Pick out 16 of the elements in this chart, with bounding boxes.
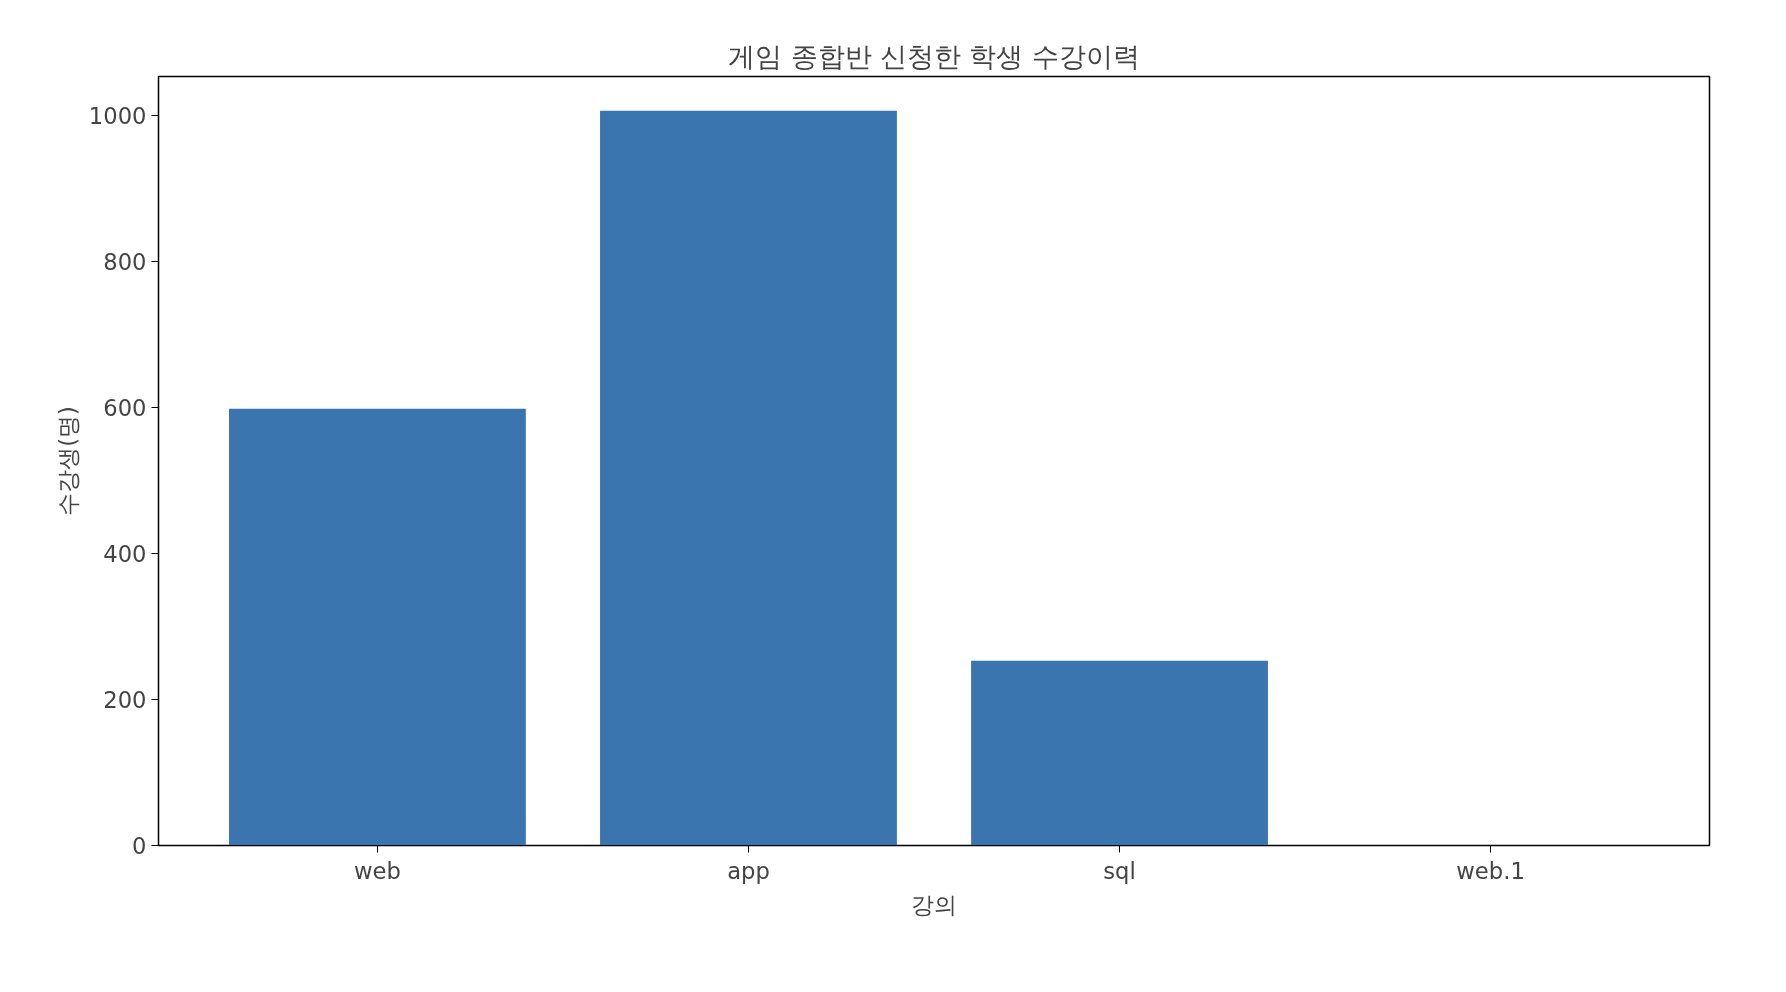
- x-tick-label: web.1: [1456, 857, 1525, 884]
- bar: [600, 110, 897, 846]
- y-tick-label: 200: [103, 686, 147, 713]
- y-tick-label: 0: [132, 833, 147, 859]
- y-tick-label: 400: [103, 540, 147, 567]
- y-tick-label: 800: [103, 248, 147, 275]
- y-axis-title: 수강생(명): [54, 406, 81, 516]
- y-tick-label: 1000: [88, 102, 147, 129]
- bar: [971, 660, 1268, 846]
- y-tick-label: 600: [103, 394, 147, 421]
- chart-title: 게임 종합반 신청한 학생 수강이력: [728, 40, 1140, 72]
- x-tick-label: app: [727, 857, 770, 884]
- x-axis-title: 강의: [911, 891, 957, 918]
- x-tick-label: web: [354, 857, 401, 884]
- bar: [229, 408, 526, 846]
- x-tick-label: sql: [1103, 857, 1136, 884]
